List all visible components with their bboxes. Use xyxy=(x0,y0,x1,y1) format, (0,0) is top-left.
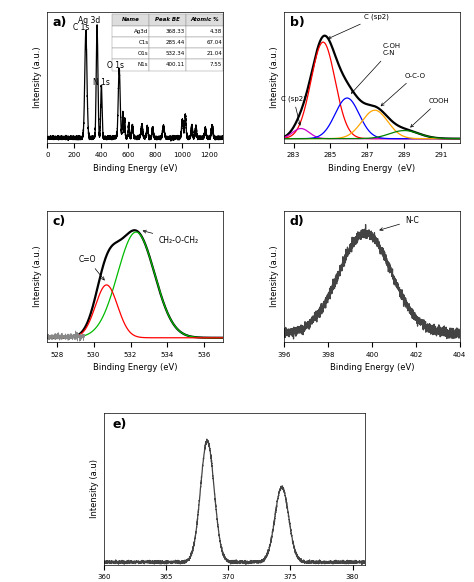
Text: C (sp2): C (sp2) xyxy=(281,95,306,125)
Y-axis label: Intensity (a.u.): Intensity (a.u.) xyxy=(33,47,42,108)
Y-axis label: Intensity (a.u.): Intensity (a.u.) xyxy=(270,47,279,108)
Text: C=O: C=O xyxy=(79,255,104,280)
X-axis label: Binding Energy (eV): Binding Energy (eV) xyxy=(93,363,177,372)
Text: c): c) xyxy=(53,215,66,228)
Text: a): a) xyxy=(53,16,67,29)
Text: C-OH
C-N: C-OH C-N xyxy=(351,43,401,93)
Text: N 1s: N 1s xyxy=(93,79,110,87)
Text: C 1s: C 1s xyxy=(73,23,89,33)
Text: COOH: COOH xyxy=(410,98,449,127)
Text: e): e) xyxy=(112,418,127,431)
Y-axis label: Intensity (a.u.): Intensity (a.u.) xyxy=(270,246,279,307)
Text: b): b) xyxy=(290,16,304,29)
Y-axis label: Intensity (a.u): Intensity (a.u) xyxy=(90,459,99,519)
X-axis label: Binding Energy  (eV): Binding Energy (eV) xyxy=(328,164,416,173)
Text: C (sp2): C (sp2) xyxy=(328,14,389,39)
Y-axis label: Intensity (a.u.): Intensity (a.u.) xyxy=(33,246,42,307)
Text: d): d) xyxy=(290,215,304,228)
Text: O-C-O: O-C-O xyxy=(381,73,425,106)
Text: CH₂-O-CH₂: CH₂-O-CH₂ xyxy=(143,230,198,244)
Text: O 1s: O 1s xyxy=(107,61,124,70)
X-axis label: Binding Energy (eV): Binding Energy (eV) xyxy=(93,164,177,173)
X-axis label: Binding Energy (eV): Binding Energy (eV) xyxy=(330,363,414,372)
Text: N-C: N-C xyxy=(380,216,419,230)
Text: Ag 3d: Ag 3d xyxy=(78,16,100,25)
